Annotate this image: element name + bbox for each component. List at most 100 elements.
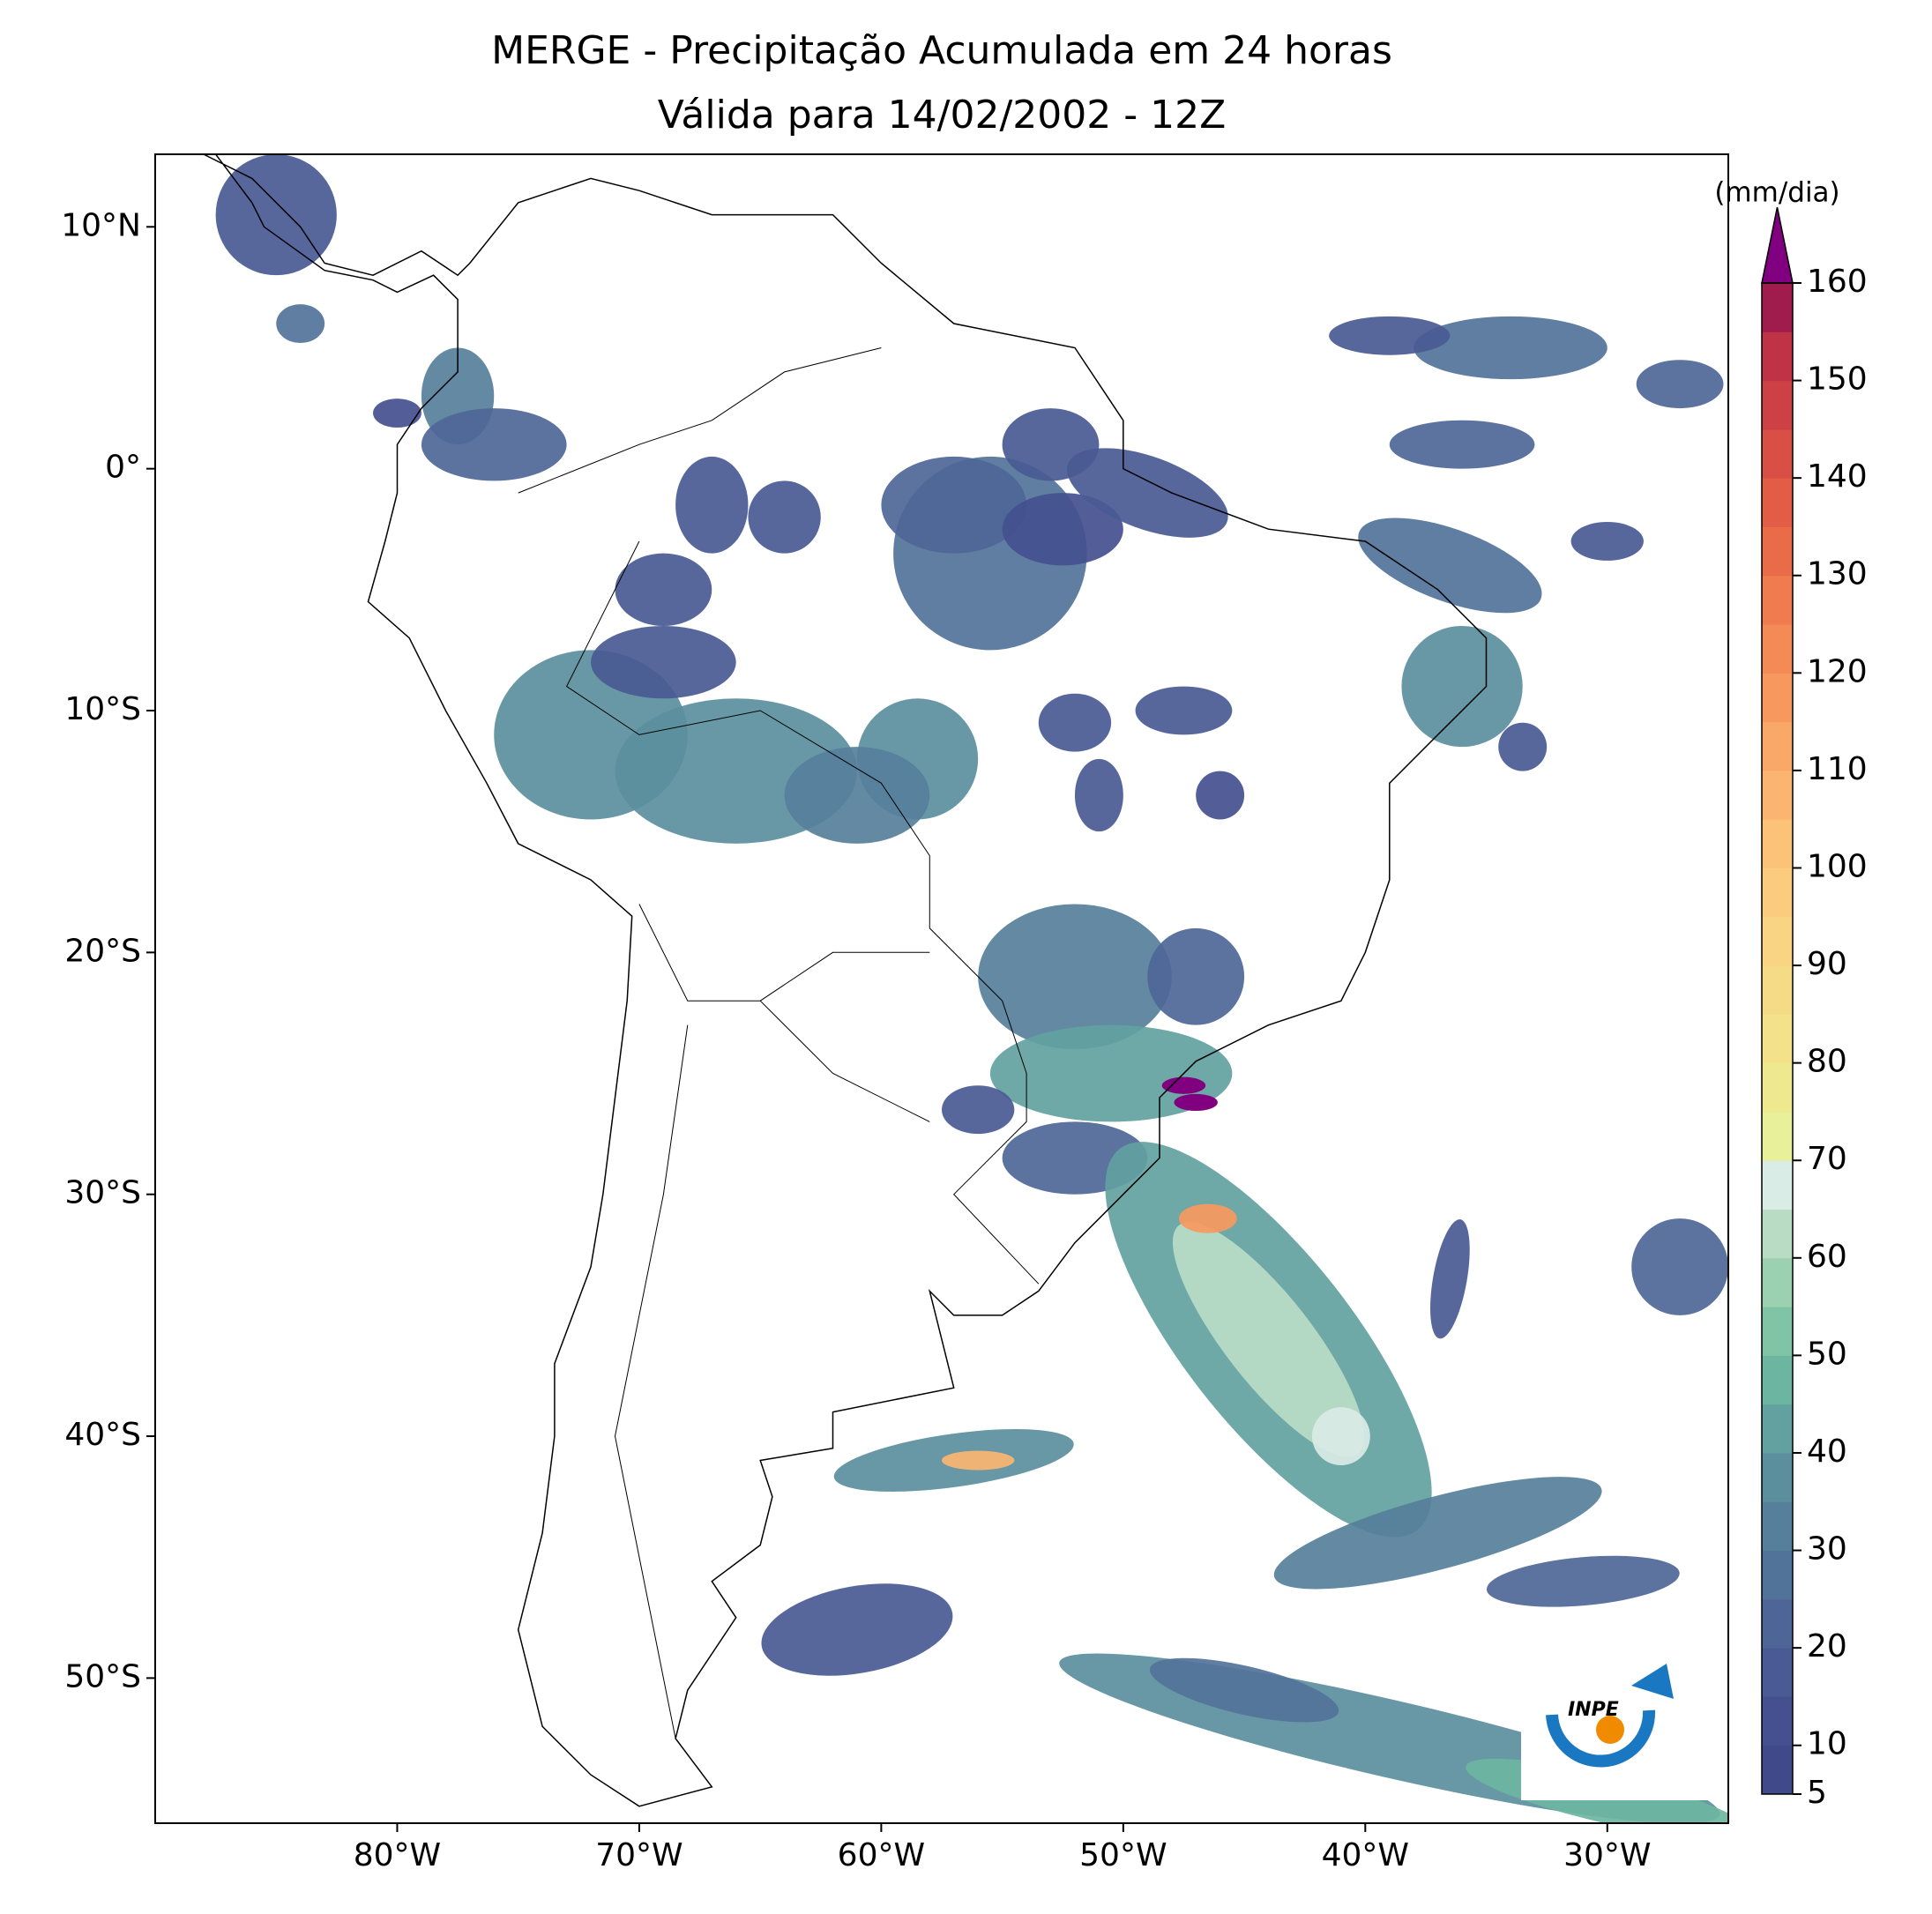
precip-area bbox=[1273, 1477, 1602, 1590]
border bbox=[614, 1024, 689, 1739]
map-area bbox=[202, 154, 1728, 1823]
precip-area bbox=[1066, 448, 1228, 538]
precip-area bbox=[1358, 518, 1542, 614]
precip-area bbox=[675, 456, 749, 554]
colorbar-tick-label: 150 bbox=[1807, 361, 1868, 398]
colorbar-tick-label: 50 bbox=[1807, 1336, 1847, 1372]
precip-area bbox=[942, 1450, 1015, 1471]
precip-area bbox=[215, 154, 337, 276]
precip-extreme bbox=[1161, 1076, 1206, 1094]
logo-text: INPE bbox=[1568, 1699, 1619, 1721]
colorbar-swatch bbox=[1762, 965, 1793, 1015]
colorbar-swatch bbox=[1762, 1404, 1793, 1454]
precip-area bbox=[1196, 771, 1245, 820]
colorbar-swatch bbox=[1762, 624, 1793, 674]
colorbar-tick-label: 100 bbox=[1807, 848, 1868, 884]
colorbar-tick-label: 120 bbox=[1807, 653, 1868, 689]
y-tick-label: 40°S bbox=[64, 1417, 141, 1453]
colorbar-swatch bbox=[1762, 1501, 1793, 1552]
precip-area bbox=[989, 1024, 1233, 1122]
precip-area bbox=[1414, 316, 1608, 380]
precip-area bbox=[1147, 927, 1245, 1025]
precip-area bbox=[1430, 1219, 1470, 1339]
colorbar-swatch bbox=[1762, 331, 1793, 382]
precip-area bbox=[1389, 420, 1535, 469]
coastline bbox=[202, 154, 1488, 1807]
logo-arc bbox=[1546, 1709, 1656, 1768]
colorbar-swatch bbox=[1762, 1062, 1793, 1113]
precip-area bbox=[1401, 625, 1523, 748]
colorbar-tick-label: 30 bbox=[1807, 1531, 1847, 1568]
colorbar-swatch bbox=[1762, 478, 1793, 527]
colorbar-tick-label: 20 bbox=[1807, 1628, 1847, 1665]
colorbar-tick-label: 110 bbox=[1807, 751, 1868, 787]
border bbox=[518, 347, 882, 494]
precip-area bbox=[784, 747, 930, 844]
colorbar-tick-label: 10 bbox=[1807, 1726, 1847, 1762]
precip-area bbox=[1329, 316, 1451, 355]
precip-area bbox=[1002, 493, 1123, 566]
y-tick-label: 10°S bbox=[64, 691, 141, 727]
colorbar-swatch bbox=[1762, 283, 1793, 332]
colorbar-swatch bbox=[1762, 1355, 1793, 1405]
x-tick-label: 50°W bbox=[1079, 1837, 1167, 1873]
precip-area bbox=[942, 1085, 1015, 1135]
y-tick-label: 20°S bbox=[64, 933, 141, 969]
logo: INPE bbox=[1521, 1638, 1722, 1800]
colorbar-swatch bbox=[1762, 819, 1793, 868]
chart-title: MERGE - Precipitação Acumulada em 24 hor… bbox=[491, 28, 1392, 73]
precip-area bbox=[1498, 722, 1548, 771]
y-tick-label: 30°S bbox=[64, 1175, 141, 1211]
colorbar-tick-label: 5 bbox=[1807, 1775, 1827, 1811]
colorbar-tick-label: 40 bbox=[1807, 1434, 1847, 1470]
precip-area bbox=[761, 1583, 953, 1676]
precip-area bbox=[591, 625, 736, 699]
precip-area bbox=[1002, 408, 1100, 481]
precip-area bbox=[373, 398, 421, 428]
precip-area bbox=[1486, 1555, 1680, 1607]
colorbar-tick-label: 140 bbox=[1807, 458, 1868, 495]
x-tick-label: 70°W bbox=[595, 1837, 683, 1873]
precip-area bbox=[421, 408, 567, 481]
colorbar-swatch bbox=[1762, 1696, 1793, 1746]
precip-area bbox=[1172, 1222, 1365, 1457]
x-tick-label: 60°W bbox=[838, 1837, 925, 1873]
colorbar-swatch bbox=[1762, 1209, 1793, 1259]
colorbar-tick-label: 80 bbox=[1807, 1044, 1847, 1080]
precip-area bbox=[1135, 686, 1233, 735]
precip-area bbox=[276, 304, 325, 343]
precip-area bbox=[748, 480, 821, 554]
map-frame bbox=[154, 153, 1729, 1824]
precip-extreme bbox=[1174, 1093, 1218, 1112]
colorbar-swatch bbox=[1762, 1111, 1793, 1161]
colorbar-tick-label: 70 bbox=[1807, 1141, 1847, 1177]
precip-area bbox=[1636, 360, 1724, 409]
colorbar-tick-label: 130 bbox=[1807, 556, 1868, 592]
colorbar-frame bbox=[1761, 282, 1794, 1795]
colorbar-swatch bbox=[1762, 380, 1793, 430]
colorbar-label: (mm/dia) bbox=[1714, 177, 1839, 209]
logo-arrow bbox=[1631, 1664, 1674, 1699]
colorbar-swatch bbox=[1762, 1648, 1793, 1697]
colorbar-extend bbox=[1761, 206, 1794, 284]
colorbar-tick-label: 60 bbox=[1807, 1239, 1847, 1275]
precip-area bbox=[978, 904, 1172, 1050]
colorbar-swatch bbox=[1762, 721, 1793, 771]
border bbox=[759, 1000, 930, 1122]
border bbox=[638, 904, 930, 1002]
precip-area bbox=[1631, 1218, 1728, 1315]
precip-area bbox=[1038, 693, 1112, 752]
x-tick-label: 40°W bbox=[1322, 1837, 1409, 1873]
precip-area bbox=[1570, 522, 1644, 561]
border bbox=[565, 540, 1040, 1285]
y-tick-label: 10°N bbox=[61, 207, 141, 243]
precip-area bbox=[881, 456, 1027, 554]
precip-area bbox=[1149, 1657, 1339, 1723]
colorbar-swatch bbox=[1762, 526, 1793, 577]
precip-area bbox=[1074, 758, 1123, 832]
colorbar-tick-label: 90 bbox=[1807, 946, 1847, 982]
x-tick-label: 80°W bbox=[354, 1837, 441, 1873]
precip-area bbox=[1178, 1203, 1237, 1233]
precip-area bbox=[1311, 1407, 1370, 1465]
